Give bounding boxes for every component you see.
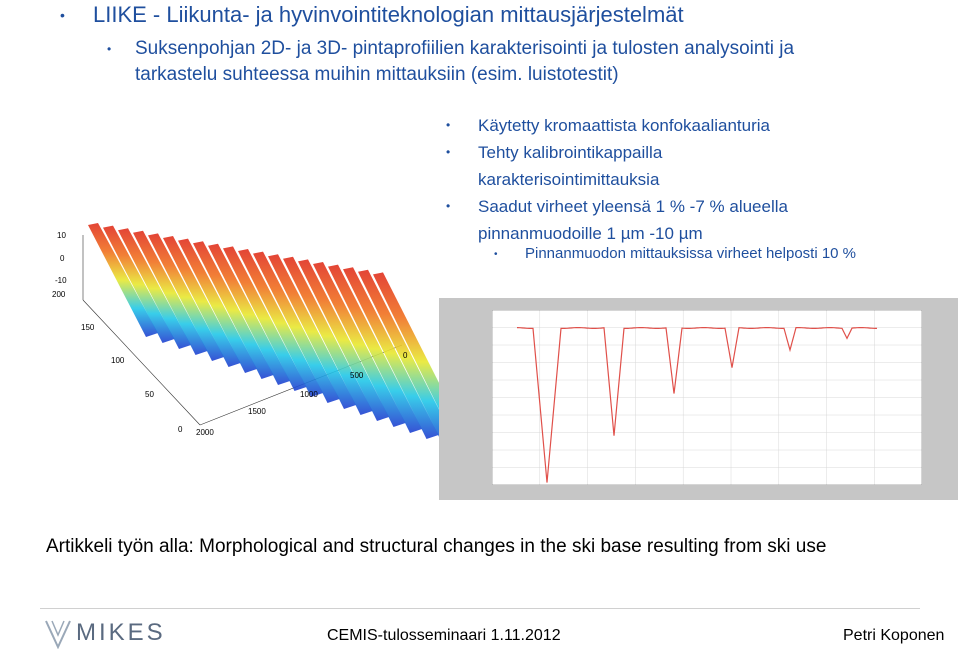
footer-event: CEMIS-tulosseminaari 1.11.2012	[327, 627, 561, 644]
z-tick-label: 10	[57, 231, 66, 240]
y-tick-label: 50	[145, 390, 154, 399]
y-tick-label: 150	[81, 323, 95, 332]
surface-ridge	[328, 264, 422, 433]
surface-ridge	[193, 241, 274, 379]
article-note: Artikkeli työn alla: Morphological and s…	[46, 536, 827, 557]
surface-ridge	[103, 225, 175, 343]
x-tick-label: 2000	[196, 428, 214, 437]
surface-ridge	[253, 251, 340, 403]
subtitle: Suksenpohjan 2D- ja 3D- pintaprofiilien …	[135, 38, 795, 85]
footer-divider	[40, 608, 920, 609]
surface-ridge	[268, 254, 356, 409]
x-tick-label: 0	[403, 351, 408, 360]
surface-ridge	[148, 233, 224, 361]
bullet-icon: •	[494, 249, 498, 260]
y-tick-label: 200	[52, 290, 66, 299]
surface-ridge	[208, 243, 290, 385]
profile-2d-plot	[492, 310, 922, 485]
bullet-icon: •	[446, 145, 451, 159]
x-tick-label: 1000	[300, 390, 318, 399]
mikes-logo: MIKES	[44, 619, 184, 649]
surface-ridge	[133, 230, 208, 355]
surface-3d-plot	[82, 223, 440, 439]
x-tick-label: 500	[350, 371, 364, 380]
bullet-icon: •	[446, 118, 451, 132]
logo-text: MIKES	[76, 619, 166, 646]
surface-ridge	[343, 267, 439, 439]
bullet-icon: •	[60, 7, 65, 23]
bullet-icon: •	[107, 42, 112, 56]
x-tick-label: 1500	[248, 407, 266, 416]
bullet-text: Tehty kalibrointikappailla karakterisoin…	[478, 143, 663, 189]
surface-ridge	[178, 238, 257, 373]
bullet-text: Saadut virheet yleensä 1 % -7 % alueella…	[478, 197, 788, 243]
slide-title: LIIKE - Liikunta- ja hyvinvointiteknolog…	[93, 2, 684, 27]
surface-ridge	[88, 223, 158, 337]
sub-bullet-text: Pinnanmuodon mittauksissa virheet helpos…	[525, 245, 857, 262]
z-tick-label: 0	[60, 254, 65, 263]
surface-ridge	[283, 256, 373, 415]
surface-ridge	[223, 246, 307, 391]
surface-ridge	[238, 249, 323, 397]
surface-ridge	[118, 228, 191, 349]
surface-ridge	[298, 259, 389, 421]
surface-ridge	[358, 269, 440, 439]
z-tick-label: -10	[55, 276, 67, 285]
surface-ridge	[373, 272, 440, 412]
bullet-icon: •	[446, 199, 451, 213]
surface-ridge	[163, 236, 241, 367]
footer-author: Petri Koponen	[843, 627, 945, 644]
y-tick-label: 0	[178, 425, 183, 434]
mikes-logo-icon	[45, 620, 71, 649]
y-tick-label: 100	[111, 356, 125, 365]
surface-ridge	[313, 262, 406, 427]
bullet-text: Käytetty kromaattista konfokaalianturia	[478, 116, 770, 135]
